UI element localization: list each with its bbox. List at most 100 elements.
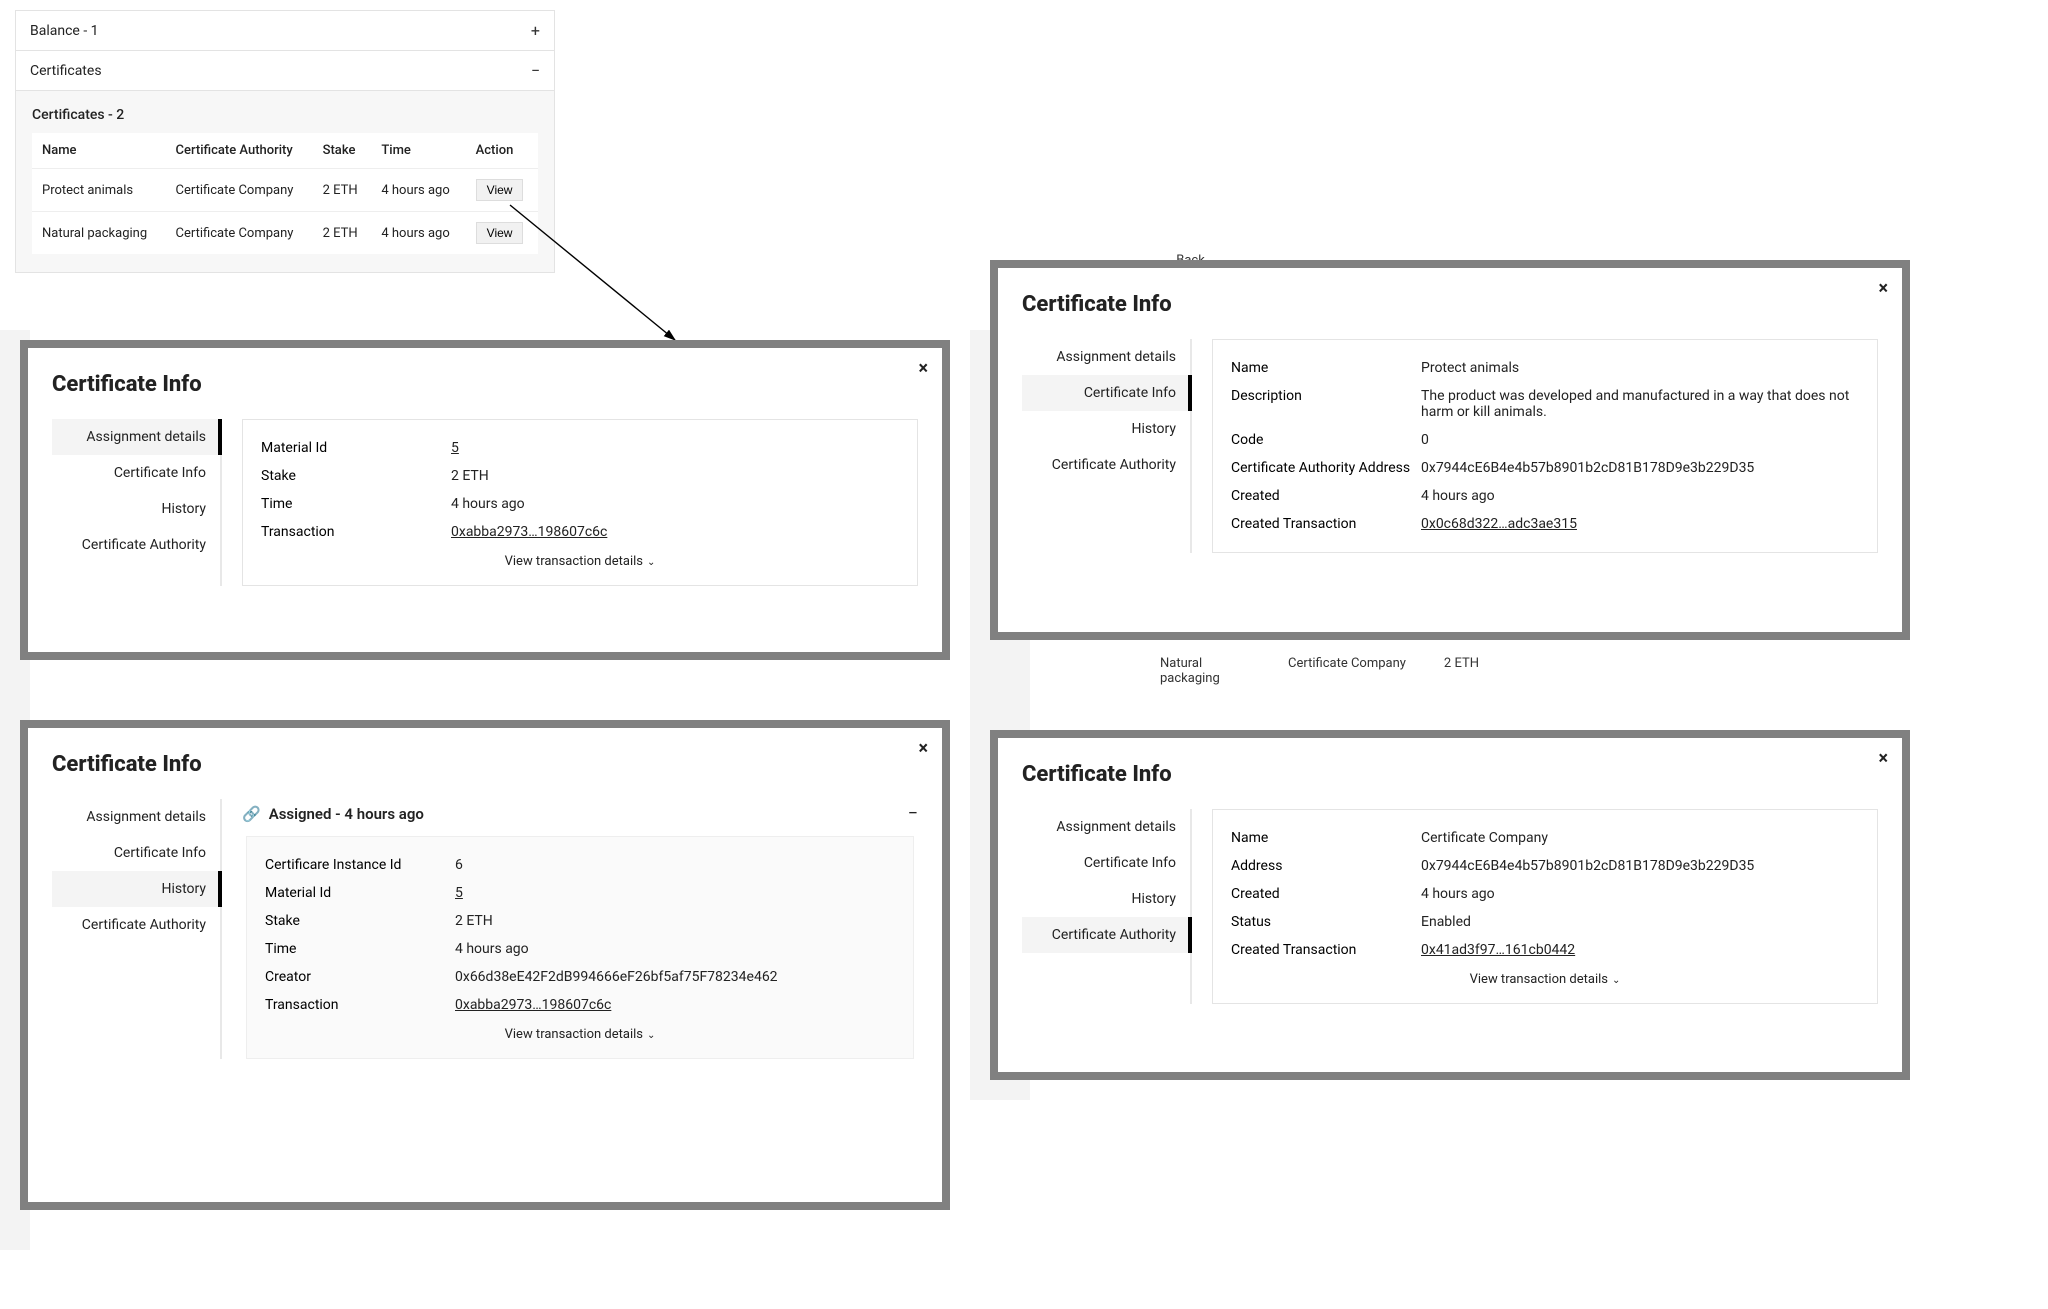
certificate-authority-panel: Name Certificate Company Address 0x7944c… — [1212, 809, 1878, 1004]
tab-certificate-authority[interactable]: Certificate Authority — [52, 907, 220, 943]
value-created-tx[interactable]: 0x0c68d322…adc3ae315 — [1421, 516, 1859, 532]
certificate-info-modal: × Certificate Info Assignment details Ce… — [20, 340, 950, 660]
value-transaction[interactable]: 0xabba2973…198607c6c — [451, 524, 899, 540]
tab-history[interactable]: History — [1022, 411, 1190, 447]
collapse-icon[interactable]: − — [908, 803, 918, 824]
label-created: Created — [1231, 886, 1421, 902]
certificate-info-modal: × Certificate Info Assignment details Ce… — [20, 720, 950, 1210]
col-time: Time — [371, 133, 465, 169]
tab-assignment-details[interactable]: Assignment details — [1022, 339, 1190, 375]
label-instance-id: Certificare Instance Id — [265, 857, 455, 873]
table-row: Natural packaging Certificate Company 2 … — [32, 212, 538, 255]
tab-certificate-info[interactable]: Certificate Info — [1022, 375, 1190, 411]
view-transaction-details[interactable]: View transaction details⌄ — [1231, 964, 1859, 989]
value-material-id[interactable]: 5 — [455, 885, 895, 901]
value-transaction[interactable]: 0xabba2973…198607c6c — [455, 997, 895, 1013]
label-name: Name — [1231, 830, 1421, 846]
label-transaction: Transaction — [265, 997, 455, 1013]
value-ca-address: 0x7944cE6B4e4b57b8901b2cD81B178D9e3b229D… — [1421, 460, 1859, 476]
assignment-details-panel: Material Id 5 Stake 2 ETH Time 4 hours a… — [242, 419, 918, 586]
label-stake: Stake — [265, 913, 455, 929]
certificate-info-modal: × Certificate Info Assignment details Ce… — [990, 730, 1910, 1080]
value-time: 4 hours ago — [451, 496, 899, 512]
certificate-info-modal: × Certificate Info Assignment details Ce… — [990, 260, 1910, 640]
tab-assignment-details[interactable]: Assignment details — [52, 419, 220, 455]
cell-name: Protect animals — [32, 169, 166, 212]
value-instance-id: 6 — [455, 857, 895, 873]
cell-name: Natural packaging — [32, 212, 166, 255]
label-stake: Stake — [261, 468, 451, 484]
tab-assignment-details[interactable]: Assignment details — [52, 799, 220, 835]
label-address: Address — [1231, 858, 1421, 874]
cell-time: 4 hours ago — [371, 212, 465, 255]
value-status: Enabled — [1421, 914, 1859, 930]
modal-title: Certificate Info — [1022, 762, 1878, 787]
label-code: Code — [1231, 432, 1421, 448]
value-material-id[interactable]: 5 — [451, 440, 899, 456]
tab-history[interactable]: History — [52, 871, 220, 907]
value-created-tx[interactable]: 0x41ad3f97…161cb0442 — [1421, 942, 1859, 958]
certificates-body: Certificates - 2 Name Certificate Author… — [16, 91, 554, 272]
col-action: Action — [466, 133, 538, 169]
label-status: Status — [1231, 914, 1421, 930]
value-code: 0 — [1421, 432, 1859, 448]
cell-stake: 2 ETH — [313, 169, 372, 212]
cell-time: 4 hours ago — [371, 169, 465, 212]
tab-certificate-authority[interactable]: Certificate Authority — [52, 527, 220, 563]
tab-certificate-authority[interactable]: Certificate Authority — [1022, 917, 1190, 953]
tab-assignment-details[interactable]: Assignment details — [1022, 809, 1190, 845]
value-name: Protect animals — [1421, 360, 1859, 376]
view-button[interactable]: View — [476, 179, 524, 201]
chevron-down-icon: ⌄ — [647, 557, 655, 568]
certificate-info-panel: Name Protect animals Description The pro… — [1212, 339, 1878, 553]
value-time: 4 hours ago — [455, 941, 895, 957]
value-stake: 2 ETH — [451, 468, 899, 484]
tab-certificate-info[interactable]: Certificate Info — [1022, 845, 1190, 881]
close-icon[interactable]: × — [1878, 278, 1888, 299]
tab-certificate-info[interactable]: Certificate Info — [52, 455, 220, 491]
chevron-down-icon: ⌄ — [1612, 975, 1620, 986]
history-event-card: Certificare Instance Id 6 Material Id 5 … — [246, 836, 914, 1059]
tab-history[interactable]: History — [1022, 881, 1190, 917]
history-event-header[interactable]: 🔗 Assigned - 4 hours ago − — [242, 799, 918, 836]
cell-stake: 2 ETH — [313, 212, 372, 255]
modal-title: Certificate Info — [1022, 292, 1878, 317]
label-time: Time — [261, 496, 451, 512]
view-transaction-details[interactable]: View transaction details⌄ — [265, 1019, 895, 1044]
label-time: Time — [265, 941, 455, 957]
chevron-down-icon: ⌄ — [647, 1030, 655, 1041]
value-creator: 0x66d38eE42F2dB994666eF26bf5af75F78234e4… — [455, 969, 895, 985]
view-button[interactable]: View — [476, 222, 524, 244]
modal-title: Certificate Info — [52, 752, 918, 777]
tab-certificate-info[interactable]: Certificate Info — [52, 835, 220, 871]
value-stake: 2 ETH — [455, 913, 895, 929]
material-accordion: Balance - 1 + Certificates − Certificate… — [15, 10, 555, 273]
label-description: Description — [1231, 388, 1421, 420]
close-icon[interactable]: × — [1878, 748, 1888, 769]
table-header-row: Name Certificate Authority Stake Time Ac… — [32, 133, 538, 169]
label-material-id: Material Id — [265, 885, 455, 901]
value-created: 4 hours ago — [1421, 488, 1859, 504]
history-panel: 🔗 Assigned - 4 hours ago − Certificare I… — [242, 799, 918, 1059]
collapse-icon[interactable]: − — [531, 61, 540, 80]
tab-certificate-authority[interactable]: Certificate Authority — [1022, 447, 1190, 483]
link-icon: 🔗 — [242, 805, 261, 823]
close-icon[interactable]: × — [918, 358, 928, 379]
certificates-row[interactable]: Certificates − — [16, 51, 554, 91]
label-ca-address: Certificate Authority Address — [1231, 460, 1421, 476]
value-name: Certificate Company — [1421, 830, 1859, 846]
label-transaction: Transaction — [261, 524, 451, 540]
modal-sidenav: Assignment details Certificate Info Hist… — [1022, 339, 1192, 553]
label-creator: Creator — [265, 969, 455, 985]
col-ca: Certificate Authority — [166, 133, 313, 169]
modal-title: Certificate Info — [52, 372, 918, 397]
tab-history[interactable]: History — [52, 491, 220, 527]
view-transaction-details[interactable]: View transaction details⌄ — [261, 546, 899, 571]
cell-ca: Certificate Company — [166, 169, 313, 212]
history-event-title: Assigned - 4 hours ago — [269, 805, 424, 823]
label-name: Name — [1231, 360, 1421, 376]
balance-row[interactable]: Balance - 1 + — [16, 11, 554, 51]
close-icon[interactable]: × — [918, 738, 928, 759]
modal-sidenav: Assignment details Certificate Info Hist… — [52, 799, 222, 1059]
expand-icon[interactable]: + — [531, 21, 540, 40]
